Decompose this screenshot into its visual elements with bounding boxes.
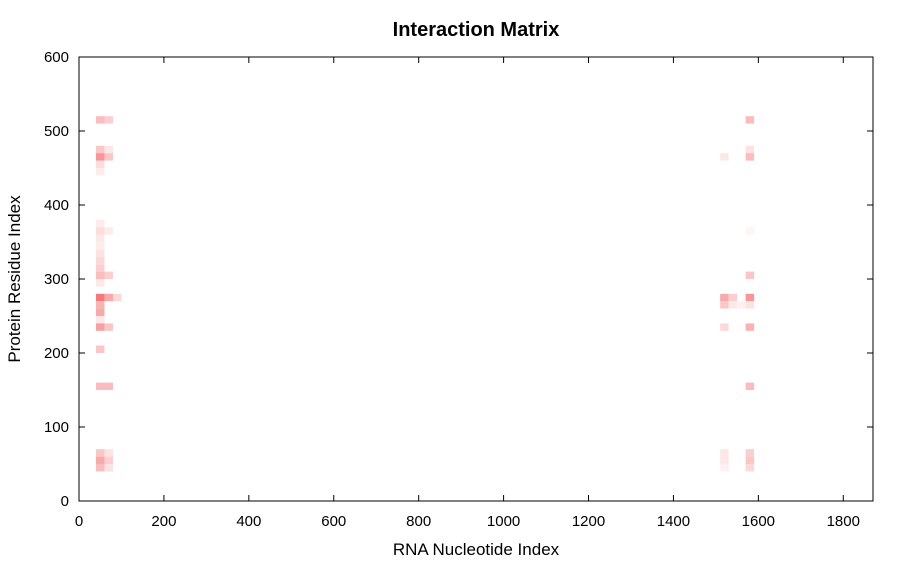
heatmap-cell: [95, 323, 105, 331]
x-tick-label: 1600: [742, 513, 775, 530]
heatmap-cell: [95, 271, 105, 279]
heatmap-cell: [95, 227, 105, 235]
heatmap-cell: [745, 464, 755, 472]
heatmap-cell: [720, 301, 729, 309]
x-tick-label: 1200: [572, 513, 605, 530]
heatmap-cell: [95, 168, 105, 176]
heatmap-cell: [104, 153, 113, 161]
heatmap-cell: [745, 456, 755, 464]
heatmap-cell: [95, 249, 105, 257]
heatmap-cell: [104, 116, 113, 124]
x-tick-label: 800: [406, 513, 431, 530]
heatmap-cell: [745, 227, 755, 235]
heatmap-cell: [95, 219, 105, 228]
heatmap-cell: [104, 464, 113, 472]
heatmap-cell: [104, 449, 113, 457]
heatmap-cell: [95, 301, 105, 309]
heatmap-cell: [95, 153, 105, 161]
heatmap-cell: [95, 234, 105, 242]
heatmap-cell: [720, 449, 729, 457]
heatmap-cell: [104, 382, 113, 390]
x-tick-label: 0: [75, 513, 83, 530]
x-axis-label: RNA Nucleotide Index: [393, 540, 560, 559]
x-tick-label: 1800: [827, 513, 860, 530]
heatmap-cell: [720, 464, 729, 472]
heatmap-cell: [104, 456, 113, 464]
axis-ticks: 0 200 400 600 800 1000 1200 1400 1600 1800 0 100 200…: [44, 49, 873, 530]
heatmap-cell: [95, 293, 105, 302]
y-tick-label: 500: [44, 123, 69, 140]
heatmap-cell: [104, 145, 113, 154]
heatmap-cell: [745, 271, 755, 279]
heatmap-cell: [720, 456, 729, 464]
heatmap-cell: [745, 382, 755, 390]
heatmap-cell: [95, 116, 105, 124]
heatmap-cell: [104, 271, 113, 279]
y-tick-label: 600: [44, 49, 69, 66]
heatmap-cell: [95, 308, 105, 316]
x-tick-label: 1400: [657, 513, 690, 530]
heatmap-cell: [95, 456, 105, 464]
heatmap-cell: [745, 301, 755, 309]
y-axis-label: Protein Residue Index: [5, 195, 24, 363]
heatmap-cell: [95, 256, 105, 265]
x-tick-label: 200: [151, 513, 176, 530]
heatmap-cell: [112, 293, 122, 302]
heatmap-cells: [95, 116, 755, 472]
heatmap-cell: [745, 153, 755, 161]
heatmap-cell: [95, 345, 105, 353]
heatmap-cell: [745, 145, 755, 154]
heatmap-cell: [104, 227, 113, 235]
y-tick-label: 400: [44, 197, 69, 214]
heatmap-cell: [720, 323, 729, 331]
y-tick-label: 0: [61, 493, 69, 510]
heatmap-cell: [745, 449, 755, 457]
heatmap-cell: [95, 264, 105, 272]
heatmap-cell: [728, 301, 738, 309]
chart-title: Interaction Matrix: [393, 19, 560, 41]
heatmap-cell: [104, 293, 113, 302]
heatmap-cell: [95, 145, 105, 154]
plot-frame: [78, 56, 874, 502]
x-tick-label: 400: [236, 513, 261, 530]
x-tick-label: 1000: [487, 513, 520, 530]
heatmap-cell: [745, 116, 755, 124]
heatmap-cell: [95, 242, 105, 250]
heatmap-cell: [745, 293, 755, 302]
heatmap-cell: [95, 449, 105, 457]
x-tick-label: 600: [321, 513, 346, 530]
heatmap-cell: [95, 279, 105, 287]
heatmap-cell: [95, 316, 105, 324]
heatmap-cell: [720, 153, 729, 161]
heatmap-cell: [95, 464, 105, 472]
y-tick-label: 100: [44, 419, 69, 436]
y-tick-label: 300: [44, 271, 69, 288]
heatmap-cell: [95, 382, 105, 390]
heatmap-cell: [95, 160, 105, 168]
heatmap-cell: [104, 323, 113, 331]
y-tick-label: 200: [44, 345, 69, 362]
heatmap-cell: [728, 293, 738, 302]
heatmap-cell: [745, 323, 755, 331]
heatmap-cell: [737, 301, 746, 309]
heatmap-cell: [720, 293, 729, 302]
